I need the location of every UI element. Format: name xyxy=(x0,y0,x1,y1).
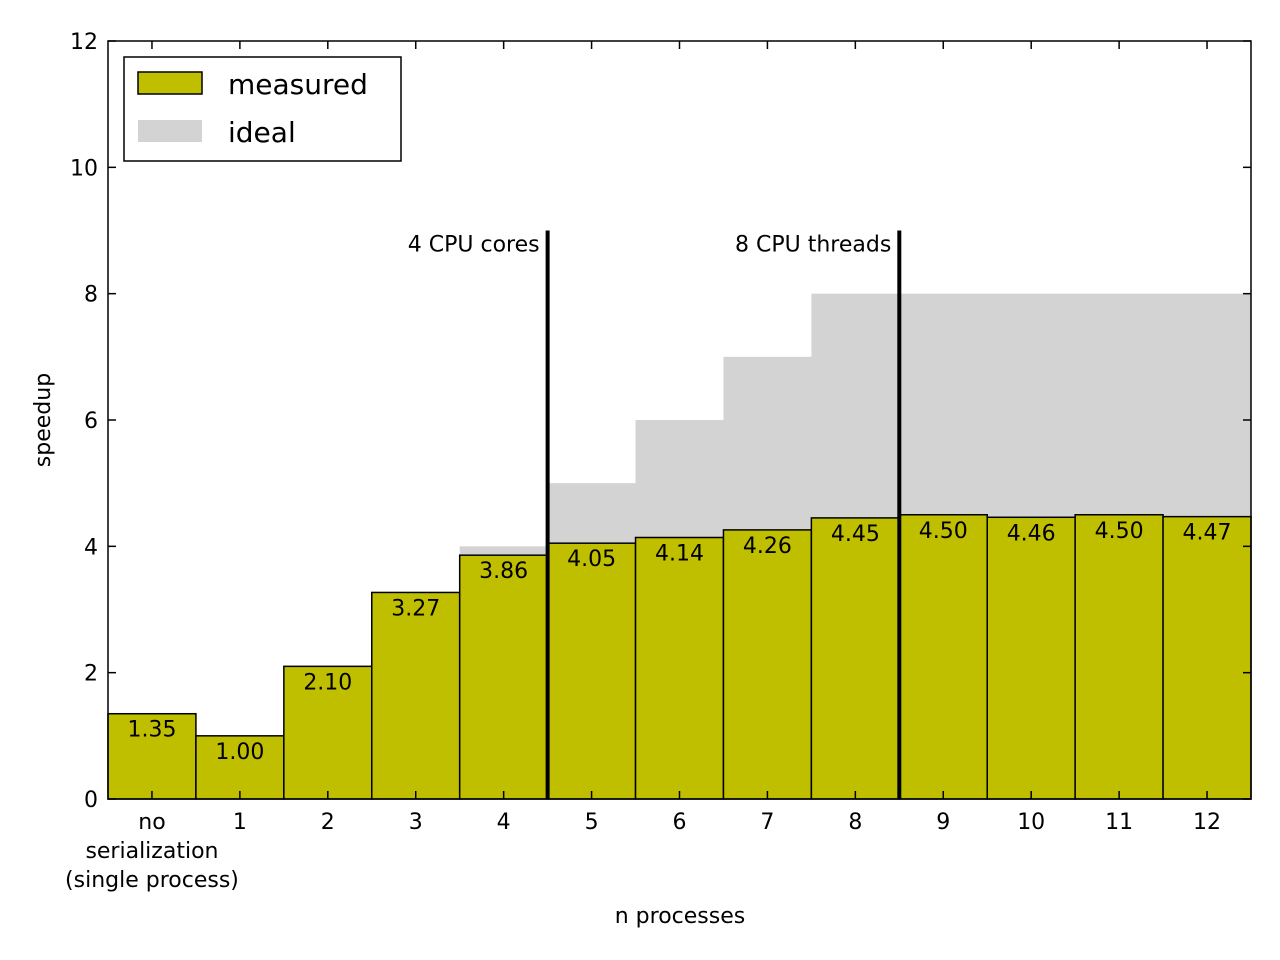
legend-label-measured: measured xyxy=(228,68,368,101)
y-tick-label: 6 xyxy=(84,409,98,434)
x-tick-label: serialization xyxy=(85,839,218,864)
measured-bar xyxy=(107,712,197,800)
bar-value-label: 1.00 xyxy=(215,740,264,765)
y-tick-label: 12 xyxy=(70,30,98,55)
bar-value-label: 3.86 xyxy=(479,559,528,584)
annotation-label: 8 CPU threads xyxy=(735,233,891,258)
y-tick-label: 8 xyxy=(84,283,98,308)
bar-value-label: 4.47 xyxy=(1183,521,1232,546)
measured-bar xyxy=(898,514,988,800)
measured-bar xyxy=(546,542,637,800)
x-tick-label: 7 xyxy=(760,810,774,835)
x-axis-label: n processes xyxy=(615,904,745,929)
legend-swatch-ideal xyxy=(138,120,202,142)
annotations: 4 CPU cores 8 CPU threads xyxy=(408,230,902,799)
annotation-label: 4 CPU cores xyxy=(408,233,540,258)
x-tick-label: 3 xyxy=(409,810,423,835)
bar-value-label: 3.27 xyxy=(391,596,440,621)
measured-bar xyxy=(1074,514,1164,800)
data-labels: 1.35 1.00 2.10 3.27 3.86 4.05 4.14 4.26 4.45 4.50… xyxy=(127,519,1231,765)
x-tick-label: no xyxy=(138,810,165,835)
bar-value-label: 4.05 xyxy=(567,547,616,572)
measured-bar xyxy=(986,516,1076,800)
bar-value-label: 4.50 xyxy=(1095,519,1144,544)
x-tick-label: 1 xyxy=(233,810,247,835)
bar-value-label: 4.45 xyxy=(831,522,880,547)
x-tick-label: 11 xyxy=(1105,810,1133,835)
x-tick-label: 10 xyxy=(1017,810,1045,835)
bar-value-label: 4.14 xyxy=(655,541,704,566)
y-tick-label: 4 xyxy=(84,535,98,560)
x-tick-label: (single process) xyxy=(65,868,239,893)
x-tick-label: 9 xyxy=(936,810,950,835)
y-axis-label: speedup xyxy=(31,373,56,467)
y-tick-label: 2 xyxy=(84,662,98,687)
bar-value-label: 4.50 xyxy=(919,519,968,544)
y-tick-label: 10 xyxy=(70,156,98,181)
x-tick-label: 12 xyxy=(1193,810,1221,835)
measured-bar xyxy=(371,591,461,800)
y-tick-label: 0 xyxy=(84,788,98,813)
x-tick-label: 6 xyxy=(673,810,687,835)
bar-value-label: 4.46 xyxy=(1007,521,1056,546)
legend-swatch-measured xyxy=(137,71,203,95)
bar-value-label: 4.26 xyxy=(743,534,792,559)
bar-value-label: 1.35 xyxy=(127,718,176,743)
legend-label-ideal: ideal xyxy=(228,116,296,149)
y-axis: 0 2 4 6 8 10 12 xyxy=(70,30,1251,813)
measured-bar xyxy=(722,529,813,800)
x-tick-label: 4 xyxy=(497,810,511,835)
measured-bar xyxy=(1162,515,1252,800)
x-tick-label: 2 xyxy=(321,810,335,835)
measured-bar xyxy=(283,665,373,800)
bar-value-label: 2.10 xyxy=(303,670,352,695)
legend: measured ideal xyxy=(123,56,402,162)
measured-bar xyxy=(458,554,549,800)
measured-bar xyxy=(634,536,725,800)
measured-series xyxy=(107,514,1252,800)
x-tick-label: 8 xyxy=(848,810,862,835)
x-tick-label: 5 xyxy=(585,810,599,835)
measured-bar xyxy=(810,517,901,800)
